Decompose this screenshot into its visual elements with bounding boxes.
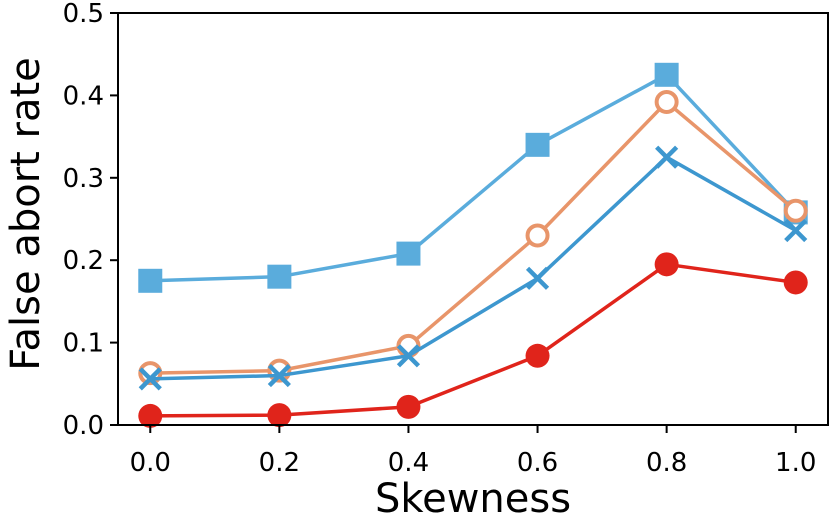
square-series <box>138 62 808 293</box>
x-axis-label: Skewness <box>375 476 571 522</box>
square-marker <box>267 264 292 289</box>
series-layer <box>138 62 808 428</box>
circle-filled-series <box>138 252 808 428</box>
filled-circle-marker <box>138 403 163 428</box>
y-tick-label: 0.0 <box>63 411 104 441</box>
filled-circle-marker <box>525 343 550 368</box>
x-marker <box>267 363 291 388</box>
x-series-line <box>150 155 797 381</box>
square-marker <box>138 268 163 293</box>
y-tick-label: 0.2 <box>63 246 104 276</box>
x-tick-label: 1.0 <box>775 448 816 478</box>
open-circle-marker <box>783 198 808 223</box>
y-tick-label: 0.4 <box>63 81 104 111</box>
y-tick-label: 0.5 <box>63 0 104 29</box>
x-tick-label: 0.2 <box>259 448 300 478</box>
x-marker <box>525 266 550 290</box>
x-tick-label: 0.4 <box>388 448 429 478</box>
plot-frame <box>117 12 829 426</box>
open-circle-marker <box>525 223 550 248</box>
x-marker <box>396 344 421 368</box>
y-axis-label: False abort rate <box>3 57 49 371</box>
filled-circle-marker <box>654 252 679 277</box>
x-marker <box>655 145 679 169</box>
filled-circle-marker <box>783 270 808 295</box>
filled-circle-marker <box>267 403 292 428</box>
filled-circle-marker <box>396 394 421 419</box>
x-tick-label: 0.8 <box>646 448 687 478</box>
circle-open-series-line <box>150 100 797 375</box>
square-marker <box>396 241 421 266</box>
x-marker <box>138 367 162 391</box>
x-tick-label: 0.6 <box>517 448 558 478</box>
square-marker <box>525 132 550 157</box>
x-marker <box>784 218 808 243</box>
circle-open-series <box>138 89 808 386</box>
x-tick-label: 0.0 <box>130 448 171 478</box>
square-marker <box>654 62 679 87</box>
x-series <box>138 145 808 391</box>
ticks-layer: 0.0 0.2 0.4 0.6 0.8 1.0 0.0 0.1 0.2 0.3 0.4 0.5 <box>63 0 817 478</box>
circle-filled-series-line <box>150 262 796 418</box>
square-series-line <box>150 73 798 283</box>
y-tick-label: 0.3 <box>63 164 104 194</box>
open-circle-marker <box>654 89 679 114</box>
y-tick-label: 0.1 <box>63 329 104 359</box>
